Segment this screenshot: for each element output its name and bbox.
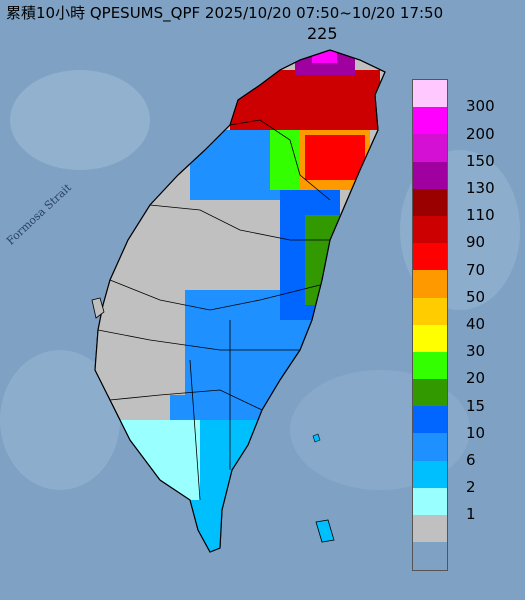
legend-label-300: 300 bbox=[466, 97, 495, 115]
legend-swatch bbox=[413, 270, 447, 298]
legend-swatch bbox=[413, 460, 447, 488]
legend-swatch bbox=[413, 188, 447, 216]
legend-swatch bbox=[413, 515, 447, 543]
legend-label-150: 150 bbox=[466, 152, 495, 170]
legend-swatch bbox=[413, 433, 447, 461]
legend-swatch bbox=[413, 215, 447, 244]
legend-colorbar bbox=[412, 79, 448, 571]
legend-swatch bbox=[413, 406, 447, 434]
legend-swatch bbox=[413, 487, 447, 515]
legend-label-200: 200 bbox=[466, 125, 495, 143]
legend-label-6: 6 bbox=[466, 451, 476, 469]
legend-label-10: 10 bbox=[466, 424, 486, 442]
legend-swatch bbox=[413, 297, 447, 325]
county-borders bbox=[97, 119, 331, 501]
legend-label-20: 20 bbox=[466, 369, 486, 387]
max-rainfall-value: 225 bbox=[307, 24, 338, 43]
legend-swatch bbox=[413, 351, 447, 380]
legend-swatch bbox=[413, 107, 447, 135]
orchid-island bbox=[315, 519, 335, 543]
green-island bbox=[312, 433, 321, 443]
taiwan-coastline bbox=[94, 49, 386, 553]
rain-band-red-yilan bbox=[305, 135, 365, 180]
legend-swatch bbox=[413, 161, 447, 189]
legend-label-2: 2 bbox=[466, 478, 476, 496]
legend-label-30: 30 bbox=[466, 342, 486, 360]
legend-label-130: 130 bbox=[466, 179, 495, 197]
legend-label-110: 110 bbox=[466, 206, 495, 224]
legend-swatch bbox=[413, 243, 447, 271]
legend-swatch bbox=[413, 379, 447, 407]
legend-swatch bbox=[413, 134, 447, 162]
legend-label-50: 50 bbox=[466, 288, 486, 306]
legend-label-15: 15 bbox=[466, 397, 486, 415]
legend-label-1: 1 bbox=[466, 505, 476, 523]
legend-label-90: 90 bbox=[466, 233, 486, 251]
legend-swatch bbox=[413, 324, 447, 352]
map-title: 累積10小時 QPESUMS_QPF 2025/10/20 07:50~10/2… bbox=[6, 4, 444, 22]
legend-label-70: 70 bbox=[466, 261, 486, 279]
legend-label-40: 40 bbox=[466, 315, 486, 333]
legend-swatch bbox=[413, 80, 447, 108]
penghu-islands bbox=[91, 297, 105, 319]
